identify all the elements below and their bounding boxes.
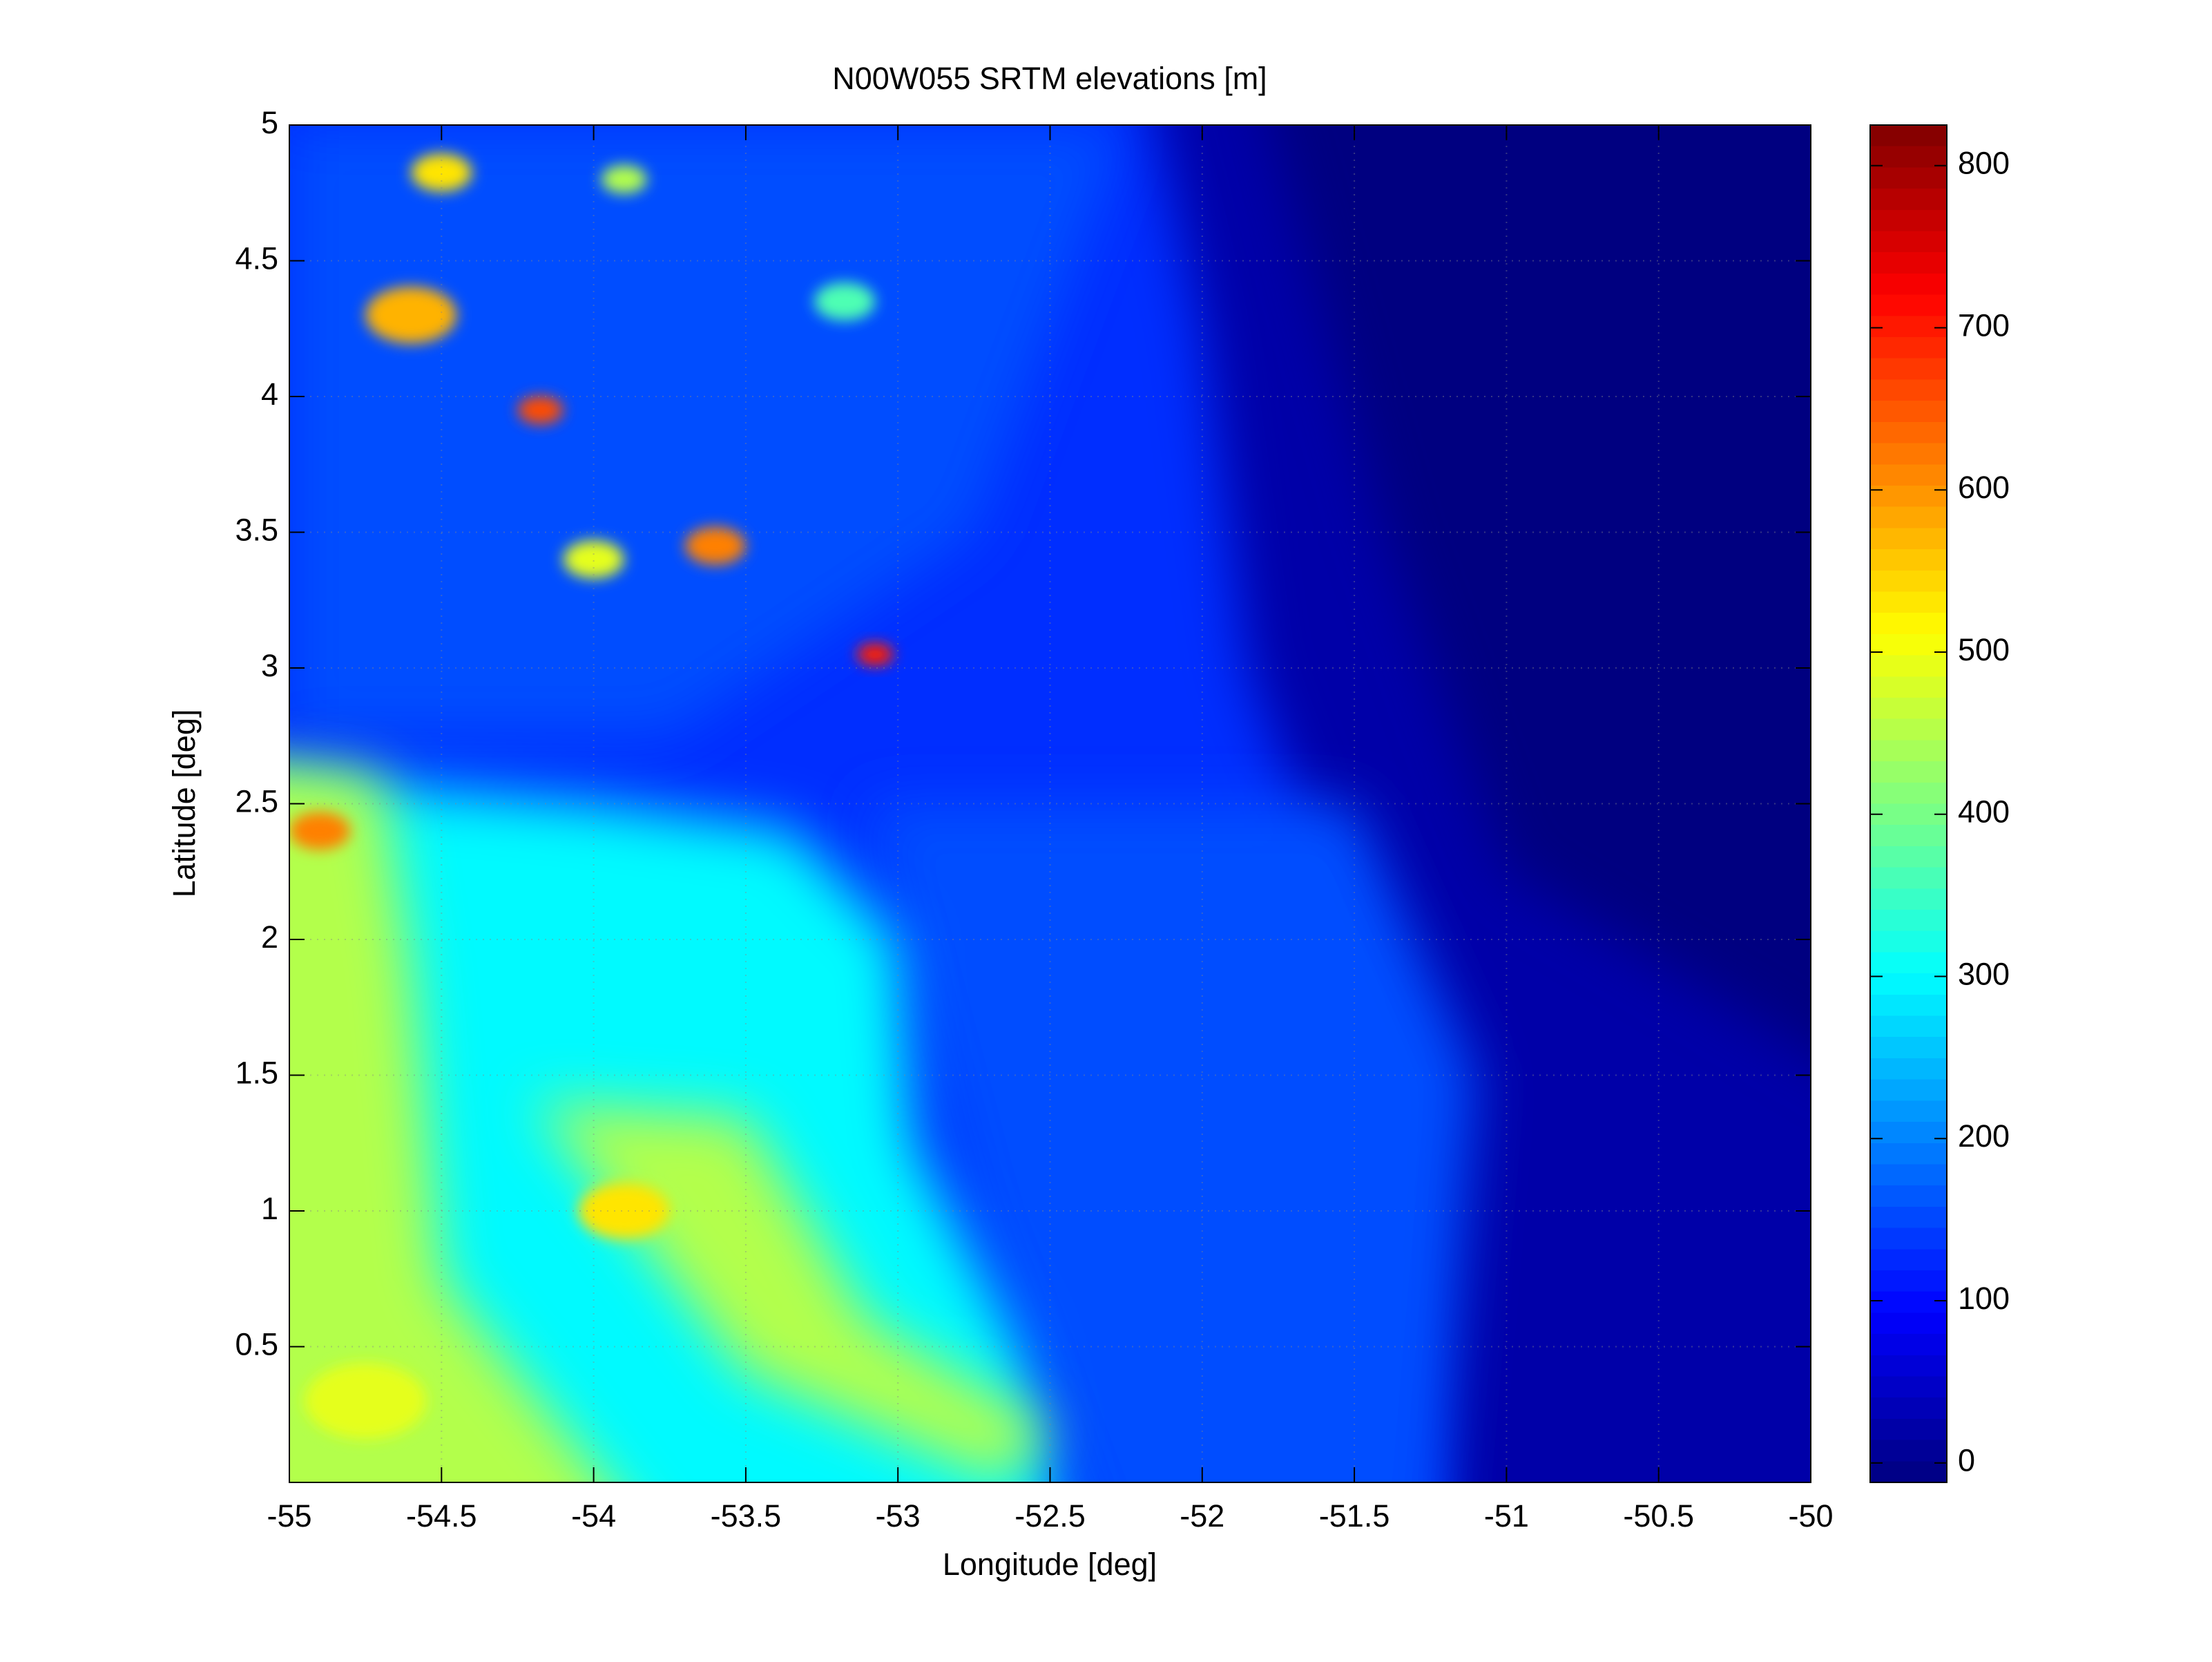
x-tick-label: -50.5 [1623,1498,1694,1534]
x-tick-label: -53.5 [711,1498,782,1534]
terrain-peak [517,396,564,425]
x-tick-label: -50 [1788,1498,1833,1534]
elevation-image [289,125,1811,1482]
terrain-peak [563,540,624,579]
terrain-peak [365,286,457,344]
colorbar-tick-label: 600 [1958,470,2010,505]
x-axis-label: Longitude [deg] [943,1547,1157,1582]
y-tick-label: 1.5 [235,1055,278,1090]
terrain-peak [411,153,472,192]
colorbar-tick-label: 300 [1958,956,2010,991]
terrain-coast [1270,125,1811,1053]
x-tick-label: -51.5 [1319,1498,1390,1534]
x-tick-label: -55 [267,1498,311,1534]
terrain-plateau [867,803,1477,1482]
x-tick-label: -52.5 [1014,1498,1086,1534]
x-tick-label: -54.5 [406,1498,477,1534]
y-tick-label: 2.5 [235,783,278,819]
terrain-north [289,125,1126,736]
x-tick-label: -54 [571,1498,616,1534]
y-tick-label: 4 [261,376,278,412]
colorbar-tick-label: 400 [1958,794,2010,830]
y-axis-label: Latitude [deg] [166,709,202,898]
terrain-peak [856,642,894,666]
y-tick-label: 2 [261,919,278,955]
x-tick-label: -53 [876,1498,921,1534]
y-tick-label: 3 [261,648,278,683]
y-tick-label: 4.5 [235,240,278,276]
colorbar-tick-label: 500 [1958,632,2010,667]
terrain-peak [814,282,876,321]
x-tick-label: -51 [1484,1498,1529,1534]
terrain-highland [289,766,606,1482]
terrain-peak [578,1182,670,1240]
colorbar-tick-label: 100 [1958,1281,2010,1316]
y-tick-label: 3.5 [235,512,278,547]
colorbar-tick-label: 700 [1958,307,2010,343]
colorbar-tick-label: 0 [1958,1443,1975,1478]
terrain-peak [305,1363,427,1440]
terrain-peak [289,812,351,850]
terrain-peak [601,164,647,194]
chart-title: N00W055 SRTM elevations [m] [832,61,1267,96]
y-tick-label: 0.5 [235,1326,278,1362]
y-tick-label: 5 [261,105,278,140]
terrain-peak [684,526,746,565]
x-tick-label: -52 [1180,1498,1224,1534]
colorbar [1869,124,1947,1483]
y-tick-label: 1 [261,1191,278,1226]
colorbar-tick-label: 800 [1958,146,2010,181]
colorbar-tick-label: 200 [1958,1118,2010,1154]
